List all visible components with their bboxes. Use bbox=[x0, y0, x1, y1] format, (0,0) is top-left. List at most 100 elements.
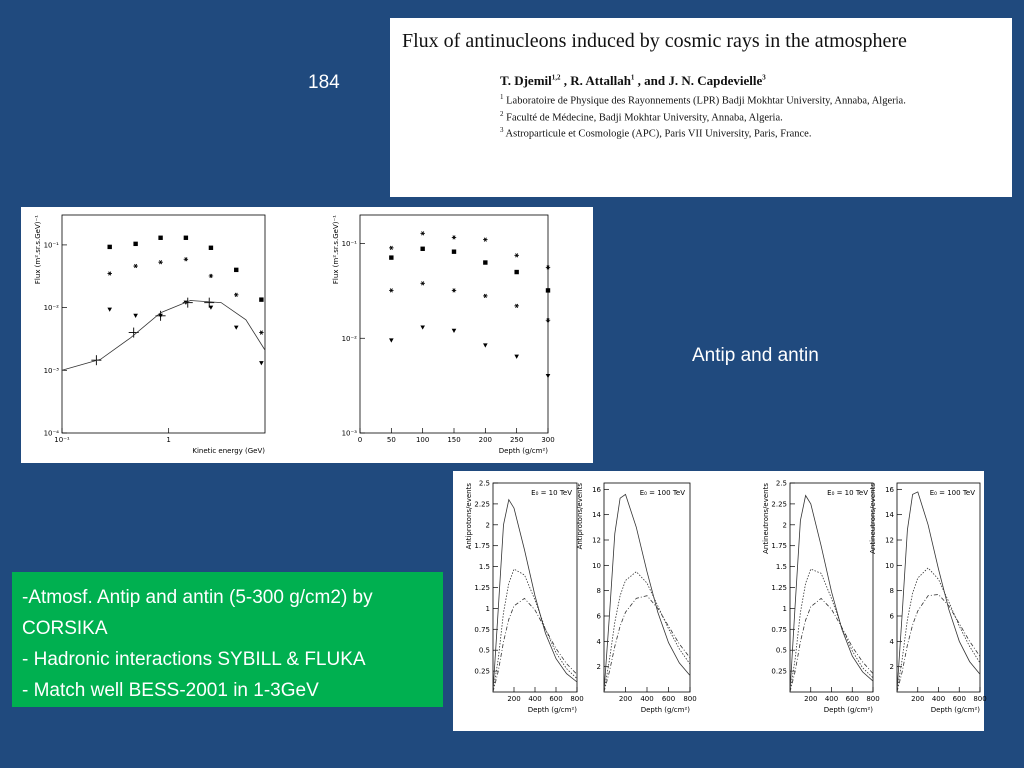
star-arm bbox=[234, 292, 238, 297]
y-axis-label: Flux (m².sr.s.GeV)⁻¹ bbox=[332, 215, 340, 284]
y-tick-label: 0.5 bbox=[776, 647, 787, 655]
point bbox=[204, 297, 215, 308]
star-arm bbox=[546, 318, 550, 323]
point bbox=[514, 269, 519, 275]
point bbox=[420, 246, 425, 251]
author-affil: 3 bbox=[762, 73, 766, 82]
square-marker bbox=[259, 297, 264, 302]
x-tick-label: 600 bbox=[846, 695, 859, 703]
square-marker bbox=[158, 235, 163, 240]
point bbox=[483, 260, 488, 265]
y-tick-label: 10⁻² bbox=[342, 335, 358, 343]
author-affil: 1 bbox=[630, 73, 635, 82]
y-tick-label: 1 bbox=[486, 605, 490, 613]
x-tick-label: 0 bbox=[358, 436, 362, 444]
star-arm bbox=[515, 303, 519, 308]
y-tick-label: 0.25 bbox=[771, 668, 787, 676]
point bbox=[514, 354, 519, 359]
triangle-marker bbox=[545, 373, 551, 379]
annotation: E₀ = 10 TeV bbox=[827, 489, 868, 497]
point bbox=[451, 249, 457, 254]
affil-text: Astroparticule et Cosmologie (APC), Pari… bbox=[505, 128, 812, 140]
y-tick-label: 8 bbox=[597, 587, 601, 595]
curve bbox=[492, 498, 578, 693]
y-tick-label: 4 bbox=[890, 638, 895, 646]
triangle-marker bbox=[483, 343, 488, 348]
y-axis-label: Antineutrons/events bbox=[762, 483, 770, 554]
point bbox=[208, 245, 214, 250]
point bbox=[514, 303, 519, 308]
star-arm bbox=[108, 271, 112, 276]
y-axis-label: Antineutrons/events bbox=[869, 483, 877, 554]
plot-frame bbox=[61, 214, 266, 434]
bullet: - Hadronic interactions SYBILL & FLUKA bbox=[22, 649, 366, 670]
x-tick-label: 600 bbox=[549, 695, 562, 703]
x-tick-label: 400 bbox=[825, 695, 838, 703]
x-axis-label: Depth (g/cm²) bbox=[931, 706, 981, 714]
point bbox=[545, 288, 551, 293]
x-tick-label: 400 bbox=[932, 695, 945, 703]
y-tick-label: 14 bbox=[592, 511, 601, 519]
affiliation: 1 Laboratoire de Physique des Rayonnemen… bbox=[500, 91, 1000, 108]
x-tick-label: 600 bbox=[662, 695, 675, 703]
y-axis-label: Antiprotons/events bbox=[465, 483, 473, 550]
left-figure bbox=[21, 207, 593, 463]
point bbox=[107, 307, 112, 312]
triangle-marker bbox=[451, 328, 457, 333]
affil-text: Laboratoire de Physique des Rayonnements… bbox=[506, 95, 906, 107]
y-tick-label: 2 bbox=[597, 663, 601, 671]
authors: T. Djemil1,2 , R. Attallah1 , and J. N. … bbox=[500, 73, 1000, 89]
point bbox=[451, 288, 457, 293]
curve bbox=[603, 571, 691, 693]
x-tick-label: 200 bbox=[507, 695, 520, 703]
curve bbox=[492, 597, 578, 693]
square-marker bbox=[183, 235, 189, 240]
curve bbox=[896, 567, 981, 693]
point bbox=[133, 241, 138, 247]
point bbox=[183, 257, 189, 262]
star-arm bbox=[452, 288, 456, 293]
point bbox=[158, 235, 163, 240]
square-marker bbox=[420, 246, 425, 251]
annotation: E₀ = 10 TeV bbox=[531, 489, 572, 497]
y-tick-label: 10⁻³ bbox=[44, 367, 60, 375]
x-tick-label: 800 bbox=[973, 695, 986, 703]
point bbox=[389, 338, 394, 343]
triangle-marker bbox=[420, 325, 425, 330]
affiliation: 3 Astroparticule et Cosmologie (APC), Pa… bbox=[500, 124, 1000, 141]
y-tick-label: 2.25 bbox=[771, 500, 787, 508]
point bbox=[133, 313, 138, 319]
point bbox=[451, 328, 457, 333]
curve bbox=[789, 597, 874, 693]
triangle-marker bbox=[514, 354, 519, 359]
y-tick-label: 1.25 bbox=[474, 584, 490, 592]
star-arm bbox=[159, 260, 163, 265]
caption: Antip and antin bbox=[692, 345, 819, 366]
point bbox=[233, 325, 239, 330]
affil-num: 1 bbox=[500, 93, 504, 101]
y-tick-label: 1.75 bbox=[474, 542, 490, 550]
triangle-marker bbox=[107, 307, 112, 312]
point bbox=[158, 260, 163, 265]
point bbox=[420, 325, 425, 330]
y-tick-label: 10 bbox=[592, 562, 601, 570]
curve bbox=[603, 493, 691, 693]
bullet-box: -Atmosf. Antip and antin (5-300 g/cm2) b… bbox=[12, 572, 443, 707]
triangle-marker bbox=[389, 338, 394, 343]
star-arm bbox=[483, 293, 487, 299]
point bbox=[451, 235, 457, 240]
square-marker bbox=[483, 260, 488, 265]
point bbox=[183, 235, 189, 240]
point bbox=[420, 231, 425, 236]
x-tick-label: 200 bbox=[479, 436, 492, 444]
y-tick-label: 10⁻³ bbox=[342, 430, 358, 438]
x-tick-label: 250 bbox=[510, 436, 523, 444]
point bbox=[545, 373, 551, 379]
affiliations: 1 Laboratoire de Physique des Rayonnemen… bbox=[402, 91, 1000, 141]
x-tick-label: 400 bbox=[528, 695, 541, 703]
square-marker bbox=[545, 288, 551, 293]
bullet: - Match well BESS-2001 in 1-3GeV bbox=[22, 680, 319, 701]
curve bbox=[896, 594, 981, 693]
point bbox=[483, 293, 488, 299]
